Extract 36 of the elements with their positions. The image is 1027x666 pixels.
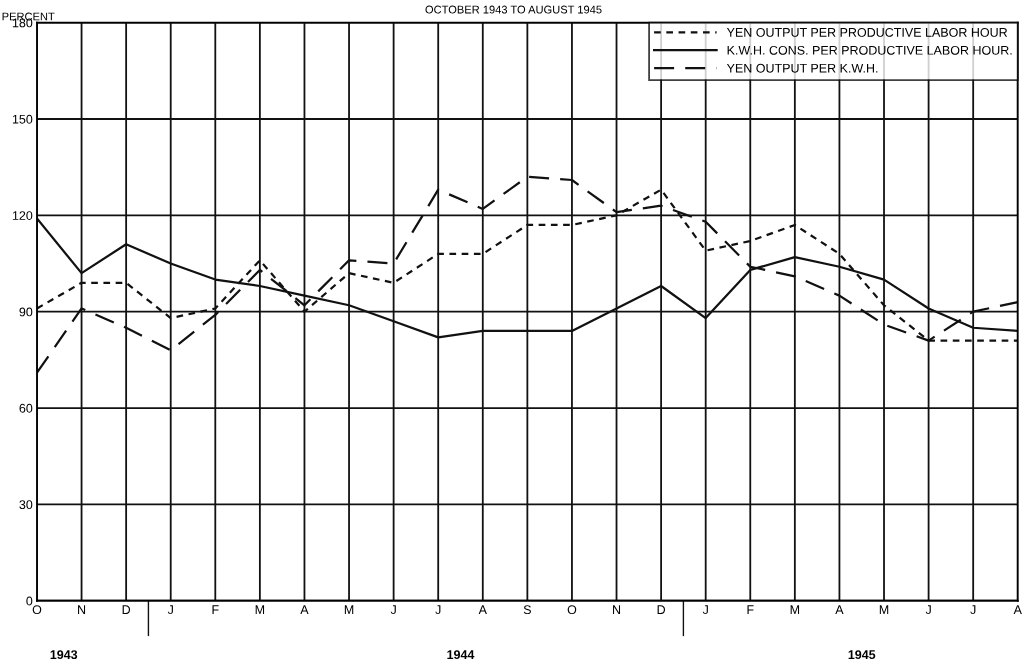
x-tick-label: J: [435, 605, 441, 615]
y-tick-label: 30: [19, 500, 33, 510]
text: 1943: [50, 650, 78, 660]
x-tick-label: F: [212, 605, 219, 614]
x-tick-label: M: [255, 605, 265, 614]
x-tick-label: A: [835, 605, 844, 614]
x-tick-label: O: [32, 605, 42, 615]
y-tick-label: 120: [12, 211, 33, 220]
x-tick-label: J: [702, 605, 708, 615]
text: 1944: [447, 650, 475, 660]
legend-label: K.W.H. CONS. PER PRODUCTIVE LABOR HOUR.: [727, 45, 1012, 55]
y-tick-label: 90: [19, 307, 33, 317]
x-tick-label: A: [300, 605, 309, 614]
x-tick-label: N: [78, 605, 86, 614]
legend-label: YEN OUTPUT PER K.W.H.: [726, 63, 878, 73]
x-tick-label: O: [567, 605, 577, 615]
chart-title: OCTOBER 1943 TO AUGUST 1945: [425, 5, 602, 14]
x-tick-label: M: [790, 605, 800, 614]
x-tick-label: J: [167, 605, 173, 615]
y-tick-label: 60: [19, 403, 33, 413]
x-tick-label: S: [523, 605, 531, 615]
x-tick-label: J: [390, 605, 396, 615]
x-tick-label: A: [478, 605, 487, 614]
legend-label: YEN OUTPUT PER PRODUCTIVE LABOR HOUR: [726, 27, 1008, 37]
x-tick-label: J: [970, 605, 976, 615]
x-tick-label: D: [122, 605, 131, 614]
x-tick-label: J: [925, 605, 931, 615]
x-tick-label: D: [657, 605, 666, 614]
x-tick-label: M: [879, 605, 889, 614]
x-tick-label: F: [747, 605, 754, 614]
x-tick-label: N: [613, 605, 621, 614]
x-tick-label: M: [344, 605, 354, 614]
y-tick-label: 0: [26, 596, 33, 606]
text: 1945: [848, 650, 876, 660]
x-tick-label: A: [1013, 605, 1022, 614]
y-tick-label: 150: [12, 114, 33, 124]
